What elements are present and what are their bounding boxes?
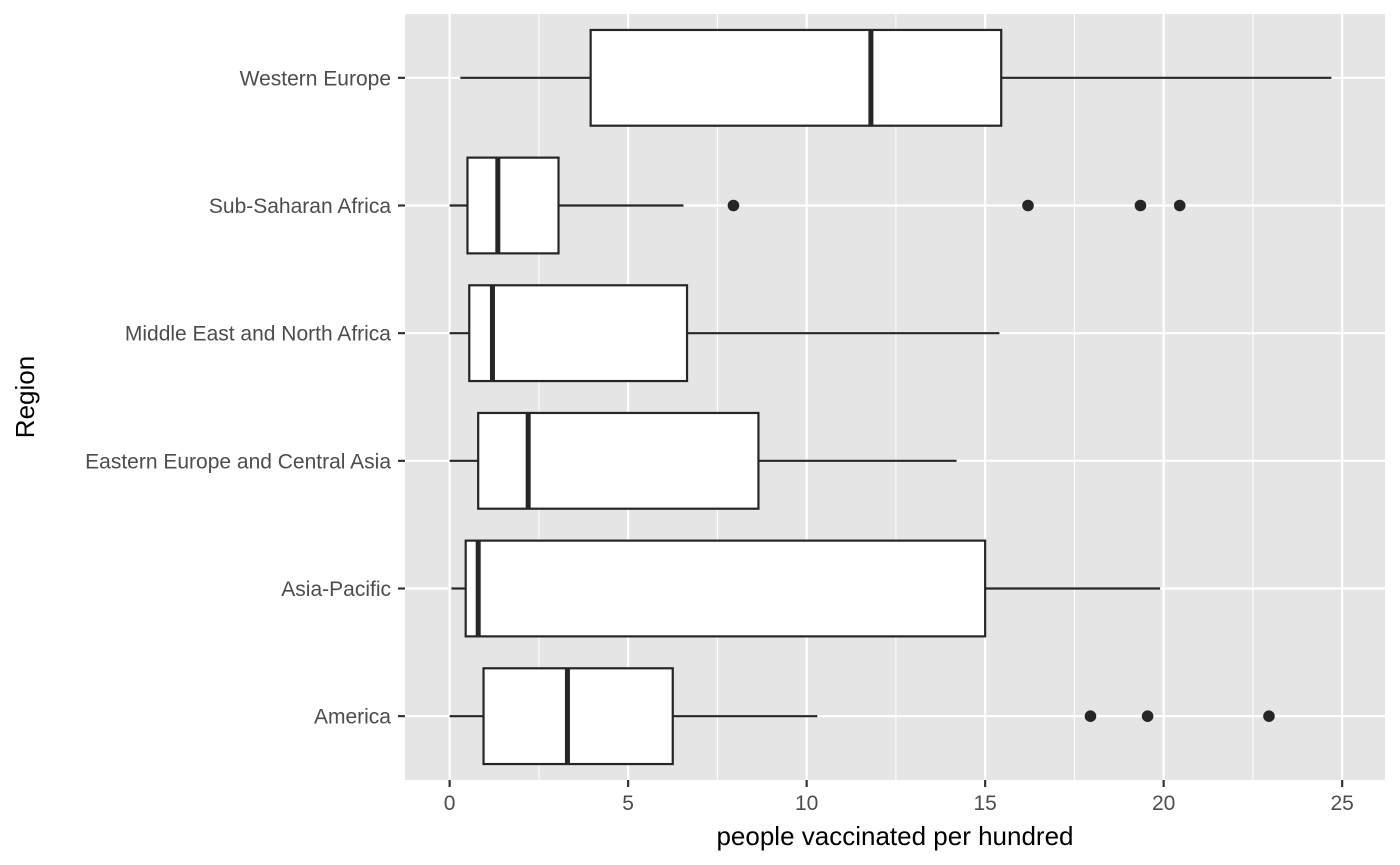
box-eastern-europe-and-central-asia [449,411,957,510]
y-tick-label: Middle East and North Africa [125,323,391,346]
y-tick-label: America [314,706,391,729]
y-tick-label: Eastern Europe and Central Asia [85,450,391,473]
outlier-point [1022,199,1034,212]
boxes [449,28,1332,766]
x-tick-label: 15 [973,792,996,815]
y-tick-label: Sub-Saharan Africa [209,195,391,218]
x-axis-title: people vaccinated per hundred [716,821,1073,851]
box-asia-pacific [451,539,1161,638]
interquartile-box [466,156,560,255]
y-tick-label: Western Europe [240,67,391,90]
panel-background [405,14,1385,780]
interquartile-box [477,411,760,510]
x-tick-label: 20 [1152,792,1175,815]
y-tick-label: Asia-Pacific [281,578,391,601]
box-america [449,667,1275,766]
y-axis-title: Region [10,356,40,438]
box-middle-east-and-north-africa [449,284,1000,383]
outlier-point [1141,710,1154,722]
outlier-point [1084,710,1097,722]
interquartile-box [468,284,689,383]
interquartile-box [464,539,987,638]
outlier-point [727,199,740,212]
x-tick-label: 0 [444,792,456,815]
x-tick-label: 10 [795,792,818,815]
axes: America Asia-Pacific Eastern Europe and Ce… [85,67,1354,815]
box-western-europe [460,28,1332,127]
x-tick-label: 5 [622,792,634,815]
outlier-point [1134,199,1147,212]
interquartile-box [482,667,674,766]
outlier-point [1263,710,1275,722]
interquartile-box [589,28,1003,127]
box-sub-saharan-africa [449,156,1186,255]
x-tick-label: 25 [1330,792,1353,815]
outlier-point [1173,199,1186,212]
